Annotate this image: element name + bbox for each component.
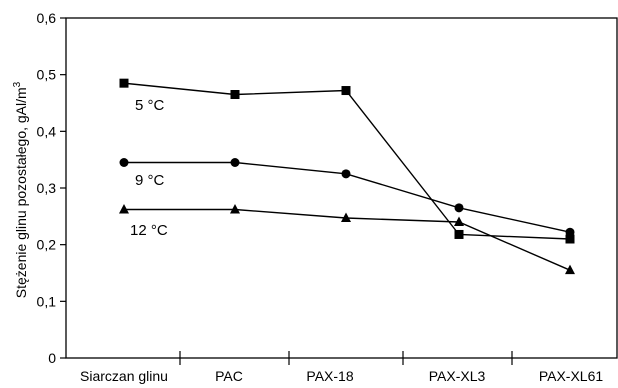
x-category-label: PAX-XL61 — [539, 368, 604, 384]
data-point-circle — [454, 203, 464, 213]
data-point-square — [454, 229, 464, 239]
y-axis-label: Stężenie glinu pozostałego, gAl/m3 — [12, 81, 29, 298]
y-tick-label: 0,1 — [37, 293, 57, 309]
data-point-triangle — [119, 204, 129, 214]
data-point-square — [119, 78, 129, 88]
series-1: 5 °C — [119, 78, 575, 244]
series-label: 9 °C — [135, 172, 165, 189]
data-point-circle — [230, 158, 240, 167]
x-axis-ticks: Siarczan glinu PAC PAX-18 PAX-XL3 PAX-XL61 — [80, 351, 603, 384]
y-tick-label: 0 — [48, 350, 56, 366]
y-tick-label: 0,6 — [37, 10, 57, 26]
data-point-circle — [565, 227, 575, 237]
y-axis-ticks: 0 0,1 0,2 0,3 0,4 0,5 0,6 — [37, 10, 66, 366]
data-point-square — [230, 90, 240, 99]
data-point-square — [565, 234, 575, 244]
data-point-circle — [341, 169, 351, 179]
x-category-label: PAC — [215, 368, 243, 384]
data-point-triangle — [341, 212, 351, 223]
data-point-triangle — [565, 264, 575, 275]
y-tick-label: 0,4 — [37, 123, 57, 139]
x-category-label: Siarczan glinu — [80, 368, 168, 384]
y-tick-label: 0,3 — [37, 180, 57, 196]
series-2: 9 °C — [119, 158, 575, 237]
data-point-triangle — [230, 204, 240, 214]
x-category-label: PAX-18 — [306, 368, 353, 384]
data-point-triangle — [454, 216, 464, 226]
series-label: 12 °C — [130, 222, 168, 239]
data-point-circle — [119, 158, 129, 167]
series-label: 5 °C — [135, 97, 165, 114]
series-3: 12 °C — [119, 204, 575, 275]
data-point-square — [341, 86, 351, 96]
y-tick-label: 0,5 — [37, 67, 57, 83]
x-category-label: PAX-XL3 — [429, 368, 486, 384]
y-tick-label: 0,2 — [37, 237, 57, 253]
series-layer: 5 °C 9 °C 12 °C — [119, 78, 575, 275]
